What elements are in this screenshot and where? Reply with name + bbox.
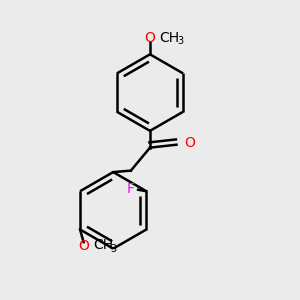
Text: CH: CH	[93, 238, 113, 252]
Text: O: O	[184, 136, 195, 150]
Text: 3: 3	[177, 36, 183, 46]
Text: O: O	[78, 239, 89, 253]
Text: 3: 3	[111, 244, 117, 254]
Text: F: F	[126, 182, 134, 196]
Text: CH: CH	[159, 31, 179, 44]
Text: O: O	[145, 31, 155, 45]
